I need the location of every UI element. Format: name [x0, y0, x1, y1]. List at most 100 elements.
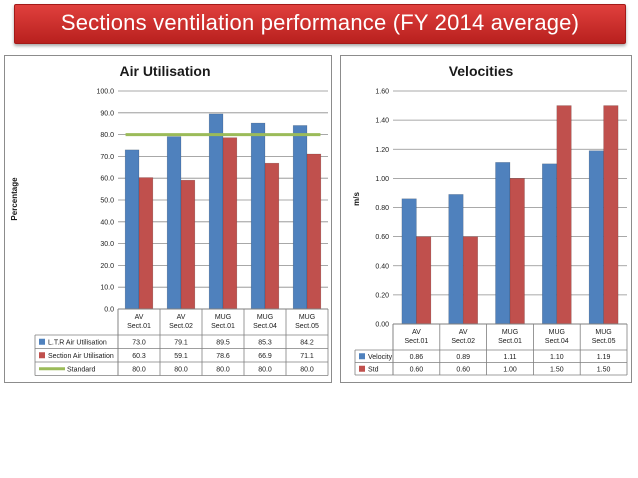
y-axis-label: m/s: [352, 192, 361, 206]
y-axis-label: Percentage: [10, 177, 19, 221]
y-tick-label: 80.0: [100, 132, 114, 139]
bar-std-0: [416, 236, 432, 325]
bar-std-4: [603, 105, 619, 325]
data-label: 0.60: [456, 366, 470, 373]
x-tick-label: MUG: [549, 329, 565, 336]
data-label: 71.1: [300, 353, 314, 360]
x-tick-label: AV: [412, 329, 421, 336]
bar-velocity-1: [448, 194, 464, 325]
legend-entry: Velocity: [368, 354, 393, 361]
data-label: 1.50: [597, 366, 611, 373]
y-tick-label: 0.00: [375, 322, 389, 329]
y-tick-label: 0.20: [375, 292, 389, 299]
legend-entry: L.T.R Air Utilisation: [48, 339, 107, 346]
x-tick-label: Sect.05: [592, 338, 616, 345]
legend-entry: Standard: [67, 366, 96, 373]
y-tick-label: 90.0: [100, 110, 114, 117]
data-label: 80.0: [258, 366, 272, 373]
y-tick-label: 1.20: [375, 147, 389, 154]
bar-velocity-2: [495, 162, 511, 325]
y-tick-label: 1.40: [375, 118, 389, 125]
x-tick-label: AV: [459, 329, 468, 336]
chart-title: Air Utilisation: [119, 63, 210, 79]
air-utilisation-chart: Air Utilisation Percentage 0.0 10.0 20.0 30.0…: [10, 63, 329, 376]
bar-l-t-r-air-utilisation-1: [166, 136, 182, 310]
x-tick-label: Sect.04: [253, 323, 277, 330]
data-label: 80.0: [132, 366, 146, 373]
bar-velocity-0: [401, 198, 417, 325]
data-label: 66.9: [258, 353, 272, 360]
data-label: 1.50: [550, 366, 564, 373]
velocities-chart-panel: Velocities m/s 0.00 0.20 0.40 0.60 0.80 1.00 1.2…: [340, 55, 632, 383]
chart-title: Velocities: [449, 63, 514, 79]
bar-l-t-r-air-utilisation-4: [292, 125, 308, 310]
data-label: 60.3: [132, 353, 146, 360]
data-label: 0.86: [410, 354, 424, 361]
velocities-chart: Velocities m/s 0.00 0.20 0.40 0.60 0.80 1.00 1.2…: [352, 63, 628, 376]
x-tick-label: Sect.02: [451, 338, 475, 345]
x-tick-label: Sect.01: [498, 338, 522, 345]
x-tick-label: Sect.01: [127, 323, 151, 330]
y-tick-label: 0.60: [375, 234, 389, 241]
y-tick-label: 60.0: [100, 176, 114, 183]
y-tick-label: 0.0: [104, 307, 114, 314]
legend-swatch-std: [359, 365, 365, 372]
y-tick-label: 1.00: [375, 176, 389, 183]
bar-l-t-r-air-utilisation-2: [208, 113, 224, 310]
x-tick-label: MUG: [215, 314, 231, 321]
bar-std-2: [509, 178, 525, 325]
legend-swatch-section-air-utilisation: [39, 352, 45, 359]
data-label: 79.1: [174, 339, 188, 346]
x-tick-label: AV: [177, 314, 186, 321]
data-label: 59.1: [174, 353, 188, 360]
legend-entry: Std: [368, 366, 379, 373]
y-tick-label: 70.0: [100, 154, 114, 161]
data-label: 0.60: [410, 366, 424, 373]
legend-entry: Section Air Utilisation: [48, 353, 114, 360]
title-banner: Sections ventilation performance (FY 201…: [14, 4, 626, 44]
data-label: 80.0: [300, 366, 314, 373]
bar-section-air-utilisation-4: [306, 153, 322, 310]
y-tick-label: 10.0: [100, 285, 114, 292]
y-tick-label: 1.60: [375, 89, 389, 96]
air-utilisation-chart-panel: Air Utilisation Percentage 0.0 10.0 20.0 30.0…: [4, 55, 332, 383]
data-label: 1.00: [503, 366, 517, 373]
y-tick-label: 0.40: [375, 263, 389, 270]
data-label: 1.11: [503, 354, 516, 361]
page-title: Sections ventilation performance (FY 201…: [60, 10, 580, 35]
data-label: 1.19: [597, 354, 611, 361]
x-tick-label: Sect.01: [405, 338, 429, 345]
bar-std-1: [462, 236, 478, 325]
data-label: 73.0: [132, 339, 146, 346]
x-tick-label: MUG: [299, 314, 315, 321]
x-tick-label: MUG: [257, 314, 273, 321]
data-label: 84.2: [300, 339, 314, 346]
y-tick-label: 0.80: [375, 205, 389, 212]
y-tick-label: 100.0: [96, 89, 114, 96]
bar-section-air-utilisation-2: [222, 137, 238, 310]
legend-swatch-l-t-r-air-utilisation: [39, 338, 45, 345]
bar-section-air-utilisation-3: [264, 162, 280, 310]
bar-velocity-4: [588, 150, 604, 325]
x-tick-label: Sect.04: [545, 338, 569, 345]
bar-section-air-utilisation-0: [138, 177, 154, 310]
x-tick-label: Sect.02: [169, 323, 193, 330]
y-tick-label: 30.0: [100, 241, 114, 248]
y-tick-label: 20.0: [100, 263, 114, 270]
x-tick-label: Sect.05: [295, 323, 319, 330]
x-tick-label: MUG: [595, 329, 611, 336]
bar-section-air-utilisation-1: [180, 179, 196, 310]
x-tick-label: Sect.01: [211, 323, 235, 330]
legend-swatch-velocity: [359, 353, 365, 360]
x-tick-label: AV: [135, 314, 144, 321]
bar-l-t-r-air-utilisation-3: [250, 122, 266, 310]
data-label: 80.0: [216, 366, 230, 373]
data-label: 85.3: [258, 339, 272, 346]
data-label: 78.6: [216, 353, 230, 360]
bar-std-3: [556, 105, 572, 325]
data-label: 0.89: [456, 354, 470, 361]
bar-velocity-3: [542, 163, 558, 325]
y-tick-label: 50.0: [100, 198, 114, 205]
x-tick-label: MUG: [502, 329, 518, 336]
data-label: 89.5: [216, 339, 230, 346]
